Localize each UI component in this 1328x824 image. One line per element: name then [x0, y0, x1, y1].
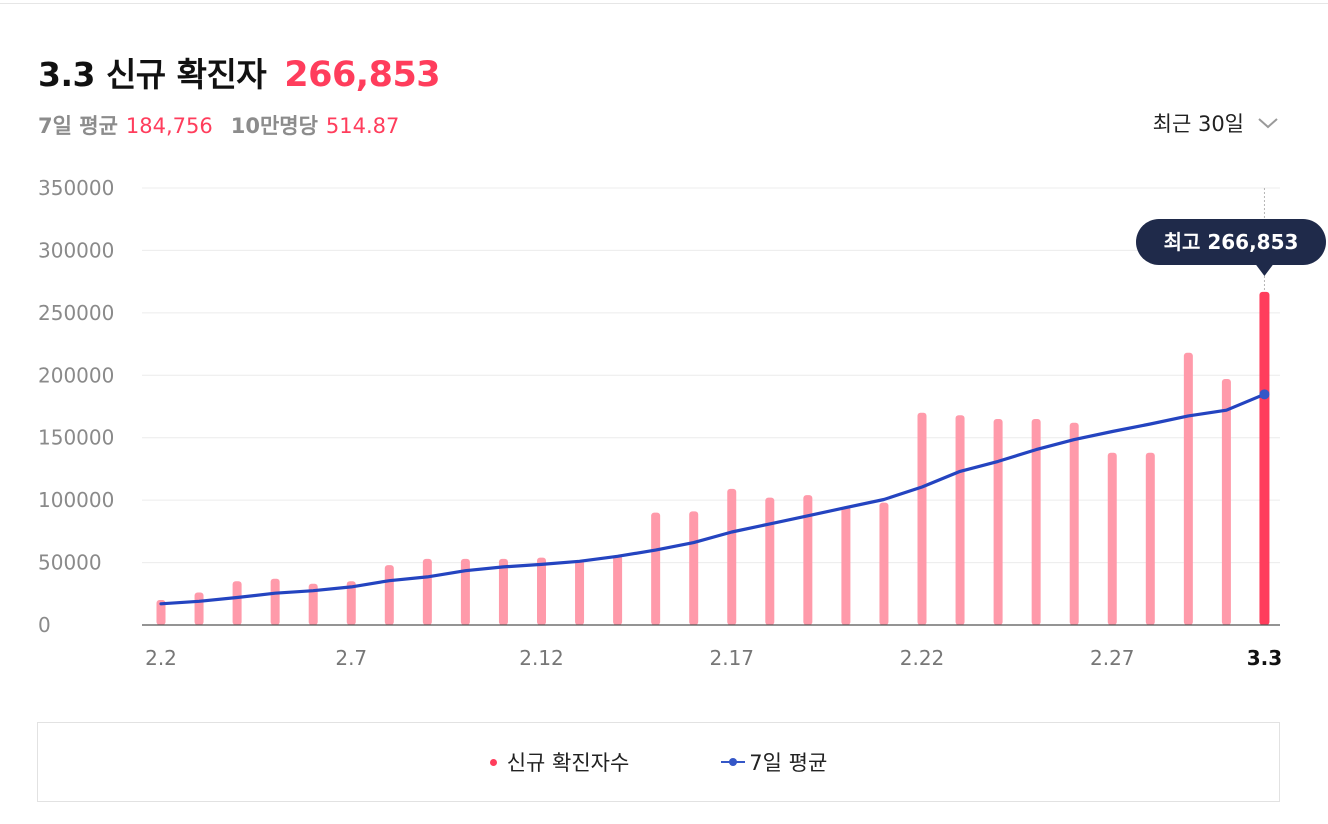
x-tick-label: 2.12: [519, 646, 564, 670]
avg-line-point: [1259, 389, 1270, 400]
bar: [384, 565, 394, 625]
tooltip-text: 최고 266,853: [1164, 230, 1299, 254]
legend-label-7day-avg: 7일 평균: [749, 751, 828, 775]
range-dropdown-label: 최근 30일: [1152, 112, 1244, 136]
x-tick-label: 2.2: [145, 646, 177, 670]
bar: [194, 592, 204, 625]
y-tick-label: 350000: [38, 176, 114, 200]
x-tick-label: 3.3: [1247, 646, 1282, 670]
y-tick-label: 0: [38, 613, 51, 637]
bar: [575, 560, 585, 625]
avg-label: 7일 평균: [38, 114, 118, 138]
bar: [1145, 452, 1155, 625]
legend-item-7day-avg[interactable]: 7일 평균: [721, 747, 827, 777]
bar: [308, 583, 318, 625]
avg-value: 184,756: [125, 114, 213, 138]
legend-dot-icon: [489, 758, 497, 766]
summary-line: 7일 평균 184,756 10만명당 514.87: [38, 110, 399, 140]
tooltip-pointer: [1255, 264, 1274, 276]
chart-legend: 신규 확진자수 7일 평균: [37, 722, 1280, 802]
x-tick-label: 2.17: [709, 646, 754, 670]
bar: [156, 600, 166, 625]
bar: [1069, 422, 1079, 625]
bar: [993, 418, 1003, 625]
page-title: 3.3 신규 확진자: [38, 55, 267, 94]
bar: [1183, 352, 1193, 625]
new-cases-value: 266,853: [284, 55, 441, 95]
bar: [232, 581, 242, 625]
per-100k-label: 10만명당: [230, 114, 318, 138]
bar: [917, 412, 927, 625]
x-tick-label: 2.27: [1090, 646, 1135, 670]
range-dropdown[interactable]: 최근 30일: [1153, 108, 1280, 138]
avg-line: [159, 392, 1267, 606]
bar-highlight: [1259, 291, 1270, 625]
y-tick-label: 150000: [38, 426, 114, 450]
chart-header: 3.3 신규 확진자 266,853: [38, 48, 441, 96]
y-tick-label: 250000: [38, 301, 114, 325]
bar: [498, 558, 508, 625]
bar: [803, 495, 813, 625]
y-tick-label: 50000: [38, 551, 102, 575]
cases-chart: 0 50000 100000 150000 200000 250000 300000 3500…: [38, 176, 1326, 670]
chevron-down-icon: [1258, 118, 1278, 129]
top-divider: [0, 3, 1328, 4]
bar: [1221, 379, 1231, 625]
bar: [346, 581, 356, 625]
y-tick-label: 300000: [38, 238, 114, 262]
bar: [1107, 452, 1117, 625]
bar: [879, 502, 889, 625]
bar: [765, 497, 775, 625]
bar: [689, 511, 699, 625]
bar: [955, 415, 965, 625]
legend-item-new-cases[interactable]: 신규 확진자수: [489, 747, 630, 777]
bar: [727, 488, 737, 625]
tooltip-bubble: [1136, 219, 1326, 265]
bar: [1031, 418, 1041, 625]
y-tick-label: 100000: [38, 488, 114, 512]
bar: [841, 506, 851, 625]
legend-line-icon: [721, 758, 746, 766]
bar: [651, 512, 661, 625]
bar: [422, 558, 432, 625]
bar: [613, 555, 623, 625]
y-tick-label: 200000: [38, 363, 114, 387]
bar: [460, 558, 470, 625]
x-tick-label: 2.22: [900, 646, 945, 670]
per-100k-value: 514.87: [325, 114, 400, 138]
bar: [270, 578, 280, 625]
legend-label-new-cases: 신규 확진자수: [506, 751, 630, 775]
x-tick-label: 2.7: [335, 646, 367, 670]
bar: [537, 557, 546, 625]
